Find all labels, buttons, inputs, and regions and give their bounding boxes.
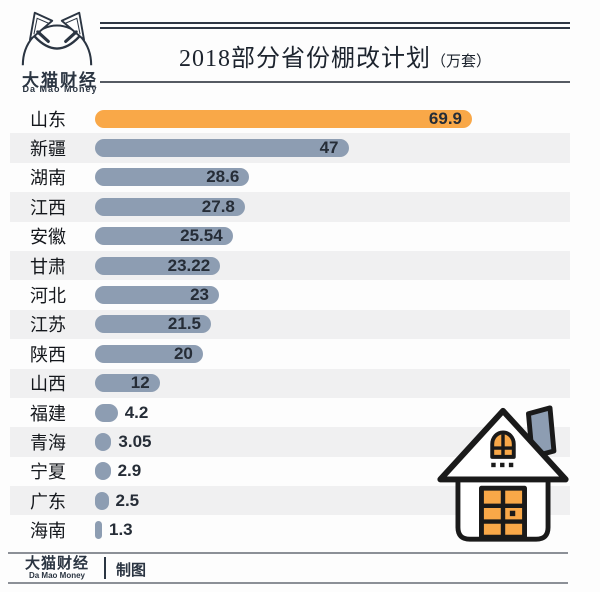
bar-value: 28.6 xyxy=(206,167,240,187)
bar-row: 山东 69.9 xyxy=(10,104,570,133)
bar-row: 江苏 21.5 xyxy=(10,309,570,340)
bar-label: 山西 xyxy=(30,374,66,395)
chart-title: 2018部分省份棚改计划（万套） xyxy=(100,38,570,73)
bar xyxy=(95,403,118,422)
bar-row: 江西 27.8 xyxy=(10,192,570,222)
bar-row: 宁夏 2.9 xyxy=(10,457,570,486)
bar xyxy=(95,462,111,481)
bar xyxy=(95,491,109,510)
footer-brand-en: Da Mao Money xyxy=(28,571,85,580)
bar-label: 新疆 xyxy=(30,139,66,160)
bar-row: 甘肃 23.22 xyxy=(10,250,570,281)
bar-row: 陕西 20 xyxy=(10,339,570,368)
footer-credit-label: 制图 xyxy=(116,562,147,579)
chart-title-main: 2018部分省份棚改计划 xyxy=(178,46,431,72)
bar: 12 xyxy=(95,373,160,393)
bar-row: 山西 12 xyxy=(10,368,570,398)
bar-value: 2.9 xyxy=(117,461,142,481)
bar: 21.5 xyxy=(95,314,211,334)
bar-row: 安徽 25.54 xyxy=(10,222,570,251)
footer-rule-bottom xyxy=(8,582,568,584)
bar: 20 xyxy=(95,343,203,363)
chart-header: 2018部分省份棚改计划（万套） xyxy=(100,22,570,83)
bar-value: 3.05 xyxy=(118,431,152,451)
bar-row: 河北 23 xyxy=(10,280,570,309)
bar-label: 河北 xyxy=(30,286,66,307)
footer-divider xyxy=(104,557,106,579)
bar-row: 福建 4.2 xyxy=(10,398,570,427)
bar-value: 27.8 xyxy=(201,196,235,216)
bar-label: 陕西 xyxy=(30,344,66,365)
bar xyxy=(95,521,102,540)
bar-label: 安徽 xyxy=(30,227,66,248)
bar-value: 21.5 xyxy=(167,314,201,334)
bar: 23.22 xyxy=(95,255,221,275)
footer-brand: 大猫财经 Da Mao Money xyxy=(14,556,100,580)
bar-value: 4.2 xyxy=(124,402,149,422)
title-single-rule xyxy=(100,81,570,83)
bar: 25.54 xyxy=(95,226,233,246)
logo-brand-en: Da Mao Money xyxy=(22,84,98,94)
bar: 47 xyxy=(95,138,349,158)
bar: 69.9 xyxy=(95,108,472,128)
bar-value: 12 xyxy=(130,373,150,393)
chart-title-unit: （万套） xyxy=(430,54,491,70)
title-double-rule xyxy=(100,22,570,29)
bar-row: 新疆 47 xyxy=(10,133,570,163)
bar-label: 湖南 xyxy=(30,168,66,189)
bar: 23 xyxy=(95,285,219,305)
bar-value: 1.3 xyxy=(109,520,133,540)
bar-row: 湖南 28.6 xyxy=(10,163,570,192)
footer-rule-top xyxy=(8,552,568,554)
house-icon xyxy=(437,405,569,542)
cat-logo-icon xyxy=(21,11,93,66)
bar-value: 47 xyxy=(319,138,339,158)
bar: 27.8 xyxy=(95,196,245,216)
bar-label: 江苏 xyxy=(30,315,66,336)
bar-label: 青海 xyxy=(30,432,66,453)
bar-value: 25.54 xyxy=(180,226,223,246)
bar-label: 甘肃 xyxy=(30,256,66,277)
bar-label: 山东 xyxy=(30,109,66,130)
bar xyxy=(95,432,112,451)
chart-rows: 山东 69.9 新疆 47 湖南 28.6 江西 27.8 安徽 25.54 甘肃 23.22 河北 23… xyxy=(10,104,570,545)
footer-brand-cn: 大猫财经 xyxy=(24,555,89,572)
bar-label: 福建 xyxy=(30,403,66,424)
bar-value: 2.5 xyxy=(115,490,140,510)
bar-value: 23 xyxy=(190,285,209,305)
bar-label: 宁夏 xyxy=(30,462,66,483)
bar-label: 广东 xyxy=(30,491,66,512)
bar-label: 海南 xyxy=(30,521,66,542)
bar-value: 23.22 xyxy=(167,255,211,275)
bar-value: 69.9 xyxy=(428,108,462,128)
logo-brand-cn: 大猫财经 xyxy=(22,71,98,90)
bar: 28.6 xyxy=(95,167,250,187)
bar-value: 20 xyxy=(173,343,193,363)
bar-row: 海南 1.3 xyxy=(10,515,570,544)
bar-label: 江西 xyxy=(30,197,66,218)
